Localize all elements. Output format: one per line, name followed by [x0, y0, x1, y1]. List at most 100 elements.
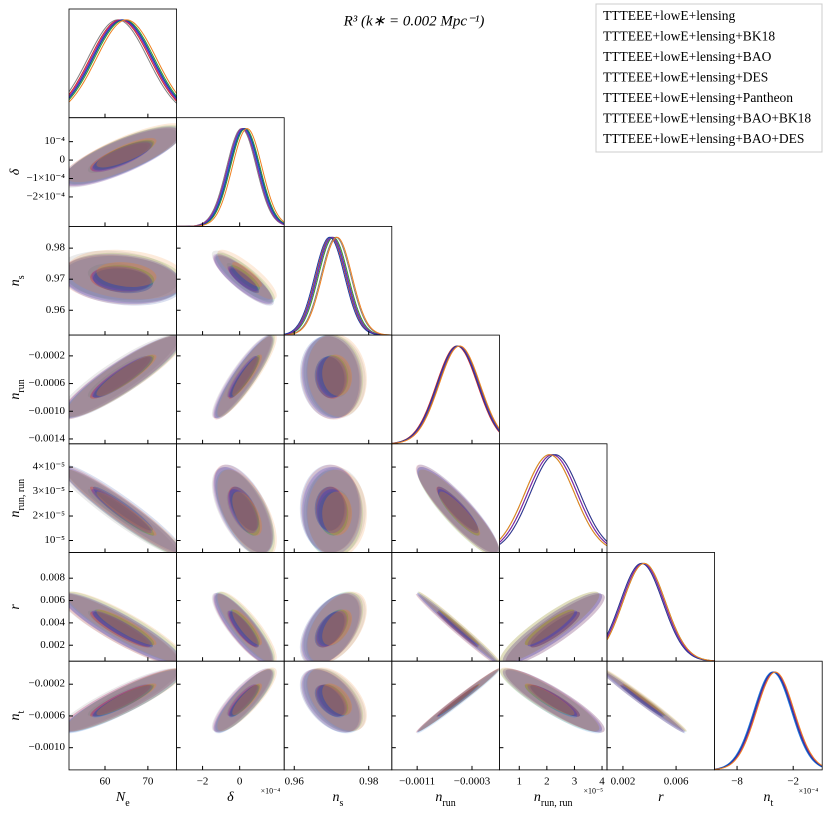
axis-label: r	[8, 604, 23, 610]
contour	[226, 355, 257, 398]
contour	[211, 335, 272, 419]
contour	[417, 467, 500, 553]
contour	[69, 668, 177, 732]
y-tick-label: −0.0010	[29, 405, 66, 417]
contour	[417, 467, 500, 553]
contour	[302, 335, 363, 419]
contour	[437, 489, 479, 534]
axis-label: ns	[8, 275, 27, 286]
contour	[90, 611, 151, 648]
marginal-curve	[69, 19, 177, 101]
contour	[607, 667, 687, 732]
axis-label-sub: run	[16, 379, 27, 392]
contour	[439, 609, 481, 646]
y-tick-label: 0.97	[46, 273, 66, 285]
contour	[607, 669, 685, 733]
contour	[316, 355, 347, 398]
marginal-curve	[69, 19, 177, 103]
panel-frame	[176, 117, 285, 227]
contour	[213, 593, 274, 662]
contour	[417, 668, 500, 732]
x-tick-label: 0	[237, 775, 243, 787]
contour	[213, 335, 274, 419]
contour	[505, 593, 605, 662]
contour	[211, 668, 272, 732]
contour	[232, 491, 262, 536]
contour	[301, 669, 362, 734]
contour	[437, 685, 479, 718]
axis-label-main: n	[333, 790, 340, 805]
marginal-curve	[714, 671, 823, 770]
contour	[438, 609, 480, 646]
panel	[69, 123, 177, 188]
contour	[417, 668, 500, 732]
contour	[91, 684, 152, 716]
contour	[94, 609, 155, 646]
contour	[437, 610, 479, 647]
panel	[211, 464, 277, 553]
contour	[314, 486, 345, 531]
x-tick-label: 4	[599, 775, 605, 787]
contour	[91, 489, 152, 534]
panel	[607, 562, 715, 662]
y-tick-label: −0.0010	[29, 741, 66, 753]
contour	[228, 486, 259, 531]
marginal-curve	[284, 236, 392, 336]
contour	[437, 685, 479, 717]
contour	[315, 357, 346, 399]
x-tick-label: −2	[787, 775, 799, 787]
marginal-curve	[391, 345, 500, 444]
contour	[212, 335, 273, 419]
y-tick-label: 10⁻⁴	[44, 135, 65, 147]
axis-label: nrun, run	[534, 790, 573, 809]
contour	[91, 610, 152, 647]
contour	[69, 668, 177, 732]
contour	[91, 142, 152, 173]
contour	[230, 265, 261, 291]
contour	[417, 592, 500, 662]
contour	[214, 669, 274, 733]
panel	[499, 591, 605, 662]
panel	[499, 454, 607, 547]
contour	[417, 592, 500, 662]
contour	[299, 669, 360, 733]
contour	[69, 254, 177, 305]
y-tick-label: 0	[60, 154, 66, 166]
contour	[226, 489, 257, 534]
contour	[436, 486, 478, 531]
contour	[69, 469, 177, 553]
contour	[622, 683, 666, 716]
marginal-curve	[69, 19, 177, 100]
contour	[437, 489, 479, 534]
contour	[607, 669, 686, 734]
axis-label-main: N	[115, 790, 126, 805]
contour	[321, 489, 351, 534]
contour	[299, 464, 360, 553]
axis-label-sub: e	[125, 798, 130, 809]
panel	[415, 667, 500, 734]
contour	[228, 355, 259, 398]
marginal-curve	[69, 19, 177, 99]
legend-label: TTTEEE+lowE+lensing+DES	[603, 70, 768, 85]
contour	[211, 467, 272, 553]
y-tick-label: 0.98	[46, 242, 66, 254]
contour	[302, 467, 363, 553]
contour	[214, 464, 274, 553]
contour	[418, 469, 500, 553]
marginal-curve	[391, 345, 500, 444]
marginal-curve	[607, 562, 715, 662]
x-tick-label: 60	[100, 775, 112, 787]
x-tick-label: 0.96	[285, 775, 305, 787]
contour	[69, 336, 177, 420]
panel	[284, 236, 392, 336]
marginal-curve	[69, 19, 177, 101]
contour	[315, 486, 346, 531]
marginal-curve	[607, 562, 715, 662]
contour	[303, 668, 364, 732]
contour	[214, 335, 274, 419]
panel	[415, 591, 500, 662]
axis-label: ns	[333, 790, 344, 809]
contour	[622, 684, 666, 716]
contour	[96, 683, 157, 716]
contour	[213, 254, 274, 305]
